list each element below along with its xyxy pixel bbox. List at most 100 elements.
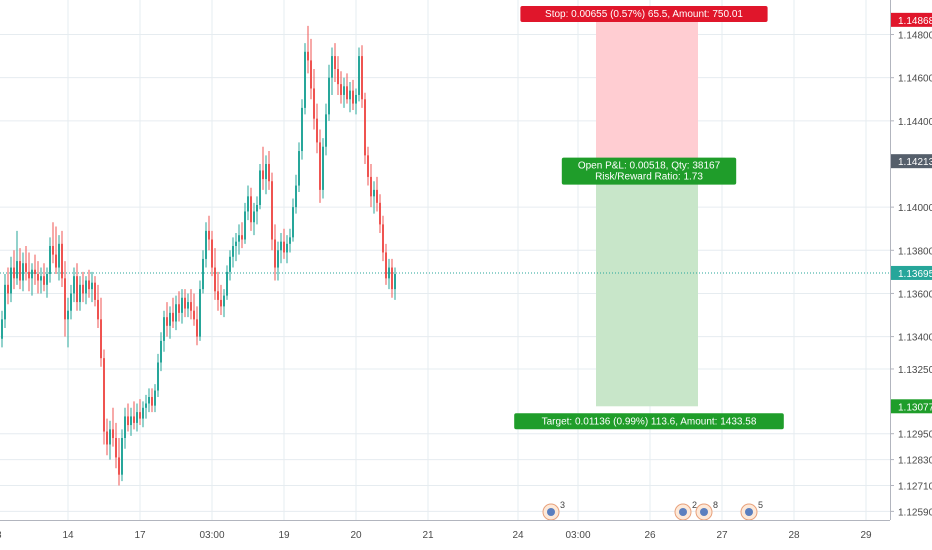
price-tick-label: 1.12950 [898, 430, 932, 441]
candle-body [328, 77, 330, 115]
target-label-text: Target: 0.01136 (0.99%) 113.6, Amount: 1… [542, 416, 757, 427]
time-tick-label: 13 [0, 530, 2, 541]
candle-body [280, 241, 282, 251]
candle-body [292, 207, 294, 238]
candle-body [370, 176, 372, 197]
candle-body [256, 204, 258, 212]
candle-body [55, 254, 57, 268]
candle-body [391, 267, 393, 290]
price-tick-label: 1.14600 [898, 74, 932, 85]
candle-body [187, 302, 189, 309]
candle-body [85, 280, 87, 294]
candle-body [142, 407, 144, 419]
candle-body [121, 438, 123, 475]
candle-body [316, 118, 318, 143]
candle-body [52, 245, 54, 255]
event-flag-core [547, 508, 555, 516]
candle-body [172, 312, 174, 322]
candle-body [166, 317, 168, 326]
candle-body [157, 362, 159, 391]
candle-body [259, 170, 261, 205]
candle-body [70, 293, 72, 311]
candle-body [199, 289, 201, 337]
candle-body [124, 416, 126, 439]
candle-body [295, 185, 297, 208]
candle-body [37, 274, 39, 281]
candle-body [43, 276, 45, 285]
candle-body [151, 397, 153, 406]
price-marker-box [891, 399, 932, 414]
time-tick-label: 19 [278, 530, 290, 541]
candle-body [133, 416, 135, 423]
candle-body [250, 196, 252, 223]
candle-body [58, 243, 60, 268]
time-tick-label: 27 [716, 530, 728, 541]
target-zone [596, 161, 698, 407]
candle-body [331, 56, 333, 78]
candle-body [304, 51, 306, 108]
time-tick-label: 28 [788, 530, 800, 541]
time-tick-label: 03:00 [199, 530, 224, 541]
candle-body [205, 230, 207, 259]
price-marker-box [891, 154, 932, 169]
candle-body [154, 390, 156, 406]
candle-body [394, 274, 396, 290]
candle-body [148, 397, 150, 404]
candle-body [97, 299, 99, 320]
candle-body [19, 261, 21, 281]
candle-body [16, 261, 18, 279]
candle-body [322, 146, 324, 190]
candle-body [373, 189, 375, 197]
candle-body [73, 276, 75, 294]
candle-body [277, 250, 279, 268]
candle-body [271, 181, 273, 240]
candle-body [349, 90, 351, 100]
price-marker-label: 1.13695 [898, 269, 932, 280]
candle-body [181, 297, 183, 313]
candle-body [223, 295, 225, 307]
candle-body [106, 431, 108, 445]
candle-body [7, 284, 9, 294]
candle-body [76, 276, 78, 303]
candle-body [211, 239, 213, 268]
candle-body [10, 267, 12, 294]
candle-body [88, 280, 90, 290]
event-flag-core [745, 508, 753, 516]
candle-body [238, 235, 240, 242]
time-tick-label: 14 [62, 530, 74, 541]
candle-body [169, 312, 171, 326]
time-tick-label: 17 [134, 530, 146, 541]
candle-body [91, 282, 93, 290]
candle-body [289, 237, 291, 244]
candle-body [175, 304, 177, 322]
candle-body [136, 412, 138, 423]
candle-body [226, 271, 228, 296]
candle-body [112, 429, 114, 439]
event-count: 5 [758, 500, 763, 510]
candle-body [313, 88, 315, 119]
candle-body [358, 56, 360, 95]
candle-body [262, 170, 264, 180]
candle-body [343, 86, 345, 95]
candle-body [103, 358, 105, 432]
candle-body [61, 243, 63, 279]
candle-body [100, 319, 102, 359]
candle-body [25, 263, 27, 272]
time-tick-label: 20 [350, 530, 362, 541]
candle-body [337, 69, 339, 85]
candle-body [139, 412, 141, 419]
price-marker-label: 1.14868 [898, 16, 932, 27]
candle-body [31, 269, 33, 279]
event-count: 3 [560, 500, 565, 510]
event-count: 8 [713, 500, 718, 510]
candle-body [388, 267, 390, 279]
candle-body [28, 271, 30, 279]
candle-body [190, 302, 192, 311]
candle-body [247, 196, 249, 212]
candle-body [127, 416, 129, 426]
event-flag-core [700, 508, 708, 516]
candle-body [325, 114, 327, 147]
candle-body [367, 155, 369, 177]
